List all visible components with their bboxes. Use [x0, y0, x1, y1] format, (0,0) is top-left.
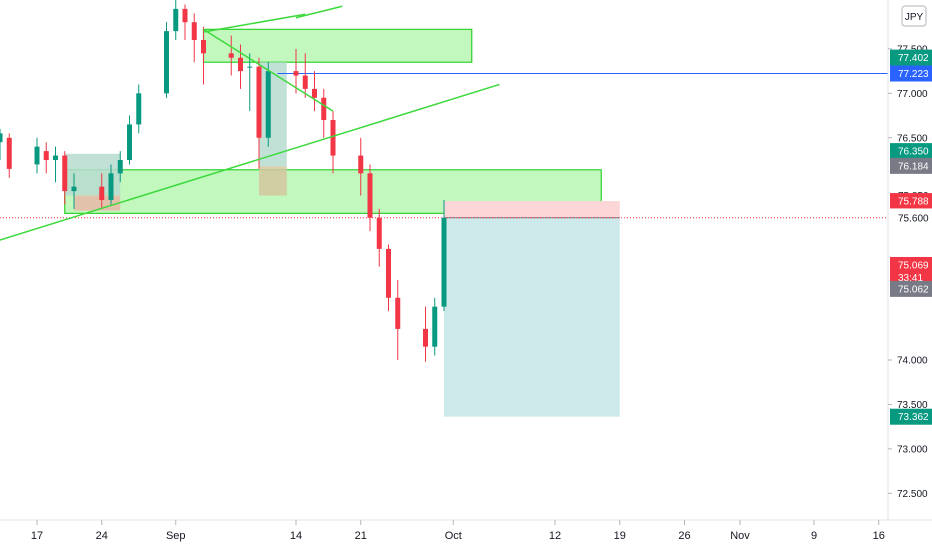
y-tick-label-1: 73.000 [897, 444, 928, 455]
trendline-2 [203, 13, 306, 33]
price-badge-label-10: 75.062 [898, 284, 929, 295]
candle-body-26 [330, 120, 336, 156]
x-tick-label-8: 26 [678, 530, 690, 542]
x-tick-label-10: 9 [811, 530, 817, 542]
candle-body-23 [302, 75, 308, 89]
candle-body-28 [367, 173, 373, 218]
x-tick-label-7: 19 [614, 530, 626, 542]
x-tick-label-6: 12 [549, 530, 561, 542]
candle-body-1 [6, 137, 12, 169]
y-tick-label-5: 77.000 [897, 89, 928, 100]
take-profit-zone [444, 217, 620, 417]
y-tick-label-0: 72.500 [897, 489, 928, 500]
price-badge-7 [890, 209, 932, 226]
price-badge-label-9: 33:41 [898, 273, 923, 284]
price-badge-10 [890, 280, 932, 297]
price-badge-2 [890, 143, 932, 160]
candle-body-20 [256, 66, 262, 138]
price-badges: 77.40277.22376.35076.18475.85075.78875.6… [890, 49, 932, 425]
candle-body-8 [108, 173, 114, 200]
long-short-position-tool[interactable] [444, 201, 620, 417]
candle-body-13 [173, 8, 179, 32]
candle-body-19 [247, 66, 253, 68]
x-tick-label-4: 21 [355, 530, 367, 542]
candle-body-31 [395, 297, 401, 329]
candle-body-10 [127, 124, 132, 160]
price-badge-8 [890, 256, 932, 273]
candle-body-29 [376, 217, 382, 249]
candle-body-24 [312, 88, 317, 98]
candle-body-33 [432, 306, 438, 347]
candle-body-2 [34, 146, 40, 165]
candle-body-4 [53, 155, 58, 160]
trendline-3 [295, 5, 343, 19]
x-tick-label-9: Nov [730, 530, 750, 542]
currency-unit-frame [901, 5, 927, 27]
price-badge-3 [890, 157, 932, 174]
y-tick-label-4: 76.500 [897, 133, 928, 144]
candle-body-14 [182, 8, 188, 23]
candle-body-17 [228, 53, 234, 58]
trendline-0 [0, 83, 500, 241]
candle-body-0 [0, 133, 3, 143]
price-badge-5 [890, 193, 932, 210]
candle-body-21 [265, 71, 271, 138]
marker-box-2 [259, 62, 287, 167]
stop-loss-zone [444, 201, 620, 218]
price-badge-label-1: 77.223 [898, 69, 929, 80]
candlestick-series [0, 0, 447, 362]
candle-body-16 [201, 40, 206, 54]
candle-body-22 [293, 71, 299, 76]
y-tick-label-3: 74.000 [897, 356, 928, 367]
candle-body-15 [191, 22, 197, 40]
price-badge-label-5: 75.788 [898, 197, 929, 208]
x-tick-label-5: Oct [445, 530, 462, 542]
price-badge-label-8: 75.069 [898, 260, 929, 271]
candle-body-34 [441, 217, 447, 307]
currency-unit-label: JPY [905, 12, 924, 23]
x-tick-label-3: 14 [290, 530, 302, 542]
currency-unit-box[interactable]: JPY [901, 5, 927, 27]
price-badge-1 [890, 65, 932, 82]
candle-body-9 [117, 160, 123, 174]
x-tick-label-0: 17 [31, 530, 43, 542]
price-badge-label-2: 76.350 [898, 147, 929, 158]
price-badge-0 [890, 49, 932, 66]
price-badge-label-0: 77.402 [898, 53, 929, 64]
time-scale[interactable]: 17 24 Sep 14 21 Oct 12 19 26 Nov 9 16 [31, 520, 885, 542]
marker-box-3 [259, 166, 287, 196]
x-tick-label-1: 24 [96, 530, 108, 542]
candle-body-32 [423, 328, 428, 347]
x-tick-label-11: 16 [873, 530, 885, 542]
candle-body-7 [99, 186, 105, 200]
candle-body-12 [164, 31, 169, 94]
x-tick-label-2: Sep [166, 530, 186, 542]
zone-rect-0 [202, 28, 473, 63]
candle-body-11 [136, 93, 142, 125]
price-badge-label-3: 76.184 [898, 161, 929, 172]
candle-body-6 [71, 186, 77, 192]
candle-body-27 [358, 155, 364, 174]
y-tick-label-2: 73.500 [897, 400, 928, 411]
candle-body-18 [238, 57, 243, 72]
trendline-1 [203, 28, 334, 112]
trendlines-layer[interactable] [0, 5, 500, 241]
candle-body-3 [43, 151, 49, 160]
candle-body-5 [62, 155, 68, 192]
candle-body-25 [321, 97, 327, 120]
price-badge-label-11: 73.362 [898, 412, 929, 423]
price-badge-label-7: 75.600 [898, 213, 929, 224]
price-badge-11 [890, 408, 932, 425]
candle-body-30 [386, 248, 391, 298]
